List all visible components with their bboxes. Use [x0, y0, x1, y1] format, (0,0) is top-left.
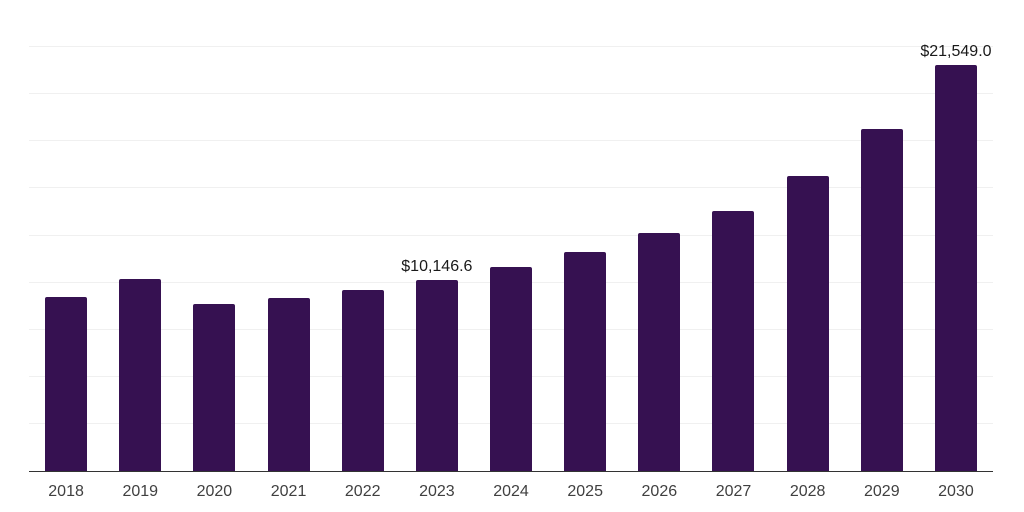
- data-label-2023: $10,146.6: [401, 257, 473, 275]
- x-tick-label-2029: 2029: [864, 483, 900, 500]
- bar-2029[interactable]: [860, 129, 903, 471]
- bar-2018[interactable]: [45, 296, 88, 471]
- bar-band-2024: [474, 0, 548, 471]
- x-tick-label-2030: 2030: [938, 483, 974, 500]
- x-tick-label-2026: 2026: [641, 483, 678, 500]
- bar-2028[interactable]: [786, 175, 829, 471]
- gridline-22500: [29, 46, 993, 48]
- bar-2020[interactable]: [193, 304, 236, 471]
- x-tick-label-2024: 2024: [493, 483, 529, 500]
- x-tick-label-2025: 2025: [567, 483, 603, 500]
- bar-band-2023: $10,146.6: [400, 0, 474, 471]
- bar-2024[interactable]: [490, 267, 533, 471]
- bar-band-2020: [177, 0, 251, 471]
- bar-2019[interactable]: [119, 279, 162, 471]
- x-tick-label-2022: 2022: [344, 483, 381, 500]
- bars-container: $10,146.6 $21,549.0: [29, 0, 993, 471]
- x-tick-label-2028: 2028: [789, 483, 826, 500]
- bar-band-2030: $21,549.0: [919, 0, 993, 471]
- bar-2022[interactable]: [341, 289, 384, 471]
- gridline-20000: [29, 93, 993, 95]
- bar-2025[interactable]: [564, 252, 607, 471]
- bar-band-2018: [29, 0, 103, 471]
- bar-band-2026: [622, 0, 696, 471]
- bar-band-2029: [845, 0, 919, 471]
- x-tick-label-2019: 2019: [122, 483, 159, 500]
- x-axis-line: [29, 471, 993, 472]
- x-tick-label-2027: 2027: [715, 483, 752, 500]
- x-tick-label-2023: 2023: [419, 483, 455, 500]
- bar-band-2022: [326, 0, 400, 471]
- x-axis-labels: 2018 2019 2020 2021 2022 2023 2024 2025 2026 2027…: [29, 483, 993, 501]
- bar-2030[interactable]: $21,549.0: [920, 44, 992, 471]
- bar-band-2027: [696, 0, 770, 471]
- bar-band-2019: [103, 0, 177, 471]
- gridline-12500: [29, 234, 993, 236]
- bar-2027[interactable]: [712, 210, 755, 471]
- bar-2026[interactable]: [638, 233, 681, 471]
- bar-2021[interactable]: [267, 298, 310, 471]
- x-tick-label-2021: 2021: [270, 483, 307, 500]
- gridline-15000: [29, 187, 993, 189]
- gridline-17500: [29, 140, 993, 142]
- x-tick-label-2018: 2018: [48, 483, 84, 500]
- plot-area: $10,146.6 $21,549.0: [29, 0, 993, 472]
- x-tick-label-2020: 2020: [196, 483, 233, 500]
- bar-band-2028: [771, 0, 845, 471]
- bar-band-2025: [548, 0, 622, 471]
- bar-band-2021: [251, 0, 325, 471]
- bar-2023[interactable]: $10,146.6: [401, 258, 472, 471]
- data-label-2030: $21,549.0: [920, 43, 992, 61]
